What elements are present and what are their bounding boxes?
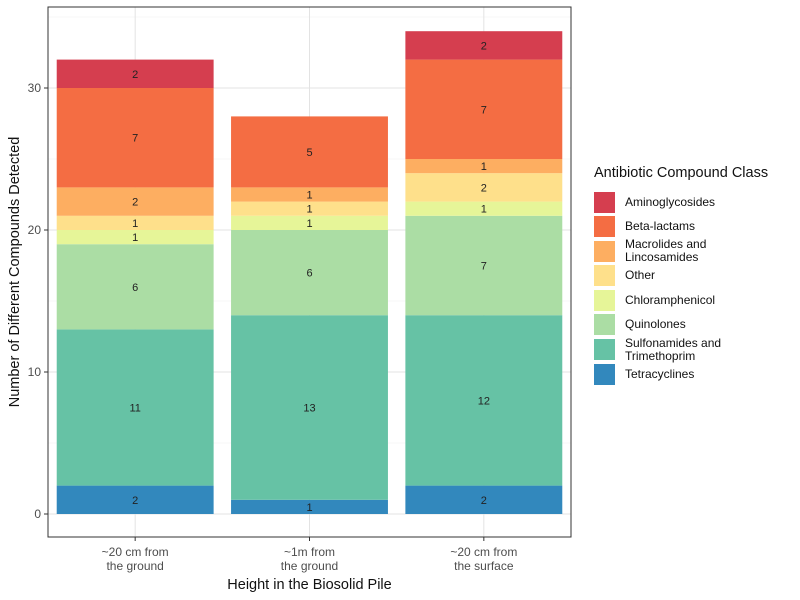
data-label: 12 bbox=[478, 395, 490, 407]
bar-segment bbox=[231, 201, 388, 216]
bar-segment bbox=[231, 215, 388, 230]
data-label: 6 bbox=[306, 268, 312, 280]
data-label: 7 bbox=[481, 261, 487, 273]
y-axis-title: Number of Different Compounds Detected bbox=[7, 137, 23, 408]
legend-swatch bbox=[594, 216, 615, 238]
data-label: 1 bbox=[306, 190, 312, 202]
bar-segment bbox=[405, 315, 563, 486]
bar-segment bbox=[405, 59, 563, 159]
y-tick-label: 20 bbox=[28, 223, 42, 237]
data-label: 2 bbox=[481, 40, 487, 52]
legend-swatch bbox=[594, 339, 615, 361]
legend-title: Antibiotic Compound Class bbox=[594, 165, 769, 181]
y-axis: 0 10 20 30 bbox=[28, 81, 48, 521]
legend-item: Quinolones bbox=[594, 313, 794, 337]
legend-swatch bbox=[594, 191, 615, 213]
x-tick-label: ~20 cm from the surface bbox=[450, 545, 517, 573]
legend-swatch bbox=[594, 265, 615, 287]
legend-label: Other bbox=[625, 268, 656, 283]
y-tick-label: 10 bbox=[28, 365, 42, 379]
legend-label: Beta-lactams bbox=[625, 219, 696, 234]
legend-label: Tetracyclines bbox=[625, 366, 695, 381]
x-tick-label: ~1m from the ground bbox=[281, 545, 338, 573]
bar-segment bbox=[231, 499, 388, 514]
bar-segment bbox=[405, 485, 563, 514]
bar-segment bbox=[56, 329, 214, 486]
bar-segment bbox=[405, 173, 563, 202]
legend-item: Macrolides and Lincosamides bbox=[594, 237, 794, 265]
legend-item: Sulfonamides and Trimethoprim bbox=[594, 335, 794, 363]
legend-item: Aminoglycosides bbox=[594, 190, 794, 214]
bar-segment bbox=[231, 187, 388, 202]
legend-swatch bbox=[594, 240, 615, 262]
data-label: 2 bbox=[132, 197, 138, 209]
bar-segment bbox=[56, 215, 214, 230]
legend-item: Tetracyclines bbox=[594, 362, 794, 386]
data-label: 2 bbox=[481, 495, 487, 507]
y-tick-label: 30 bbox=[28, 81, 42, 95]
bar-segment bbox=[56, 244, 214, 330]
bar-segment bbox=[231, 230, 388, 316]
data-label: 7 bbox=[481, 104, 487, 116]
data-label: 1 bbox=[306, 218, 312, 230]
y-tick-label: 0 bbox=[34, 507, 41, 521]
bar-segment bbox=[231, 116, 388, 188]
bar-segment bbox=[56, 187, 214, 216]
legend-swatch bbox=[594, 314, 615, 336]
data-label: 13 bbox=[303, 403, 315, 415]
legend-label: Macrolides and Lincosamides bbox=[625, 237, 707, 265]
x-axis-title: Height in the Biosolid Pile bbox=[227, 577, 391, 593]
data-label: 1 bbox=[481, 204, 487, 216]
bar-segment bbox=[405, 31, 563, 60]
bar-segment bbox=[231, 315, 388, 500]
legend-label: Chloramphenicol bbox=[625, 292, 716, 307]
bar-segment bbox=[405, 159, 563, 174]
data-label: 1 bbox=[132, 232, 138, 244]
legend-items: Aminoglycosides Beta-lactams Macrolides an… bbox=[594, 190, 794, 386]
legend-label: Sulfonamides and Trimethoprim bbox=[625, 335, 722, 363]
data-label: 7 bbox=[132, 133, 138, 145]
legend-swatch bbox=[594, 289, 615, 311]
legend-label: Aminoglycosides bbox=[625, 194, 716, 209]
legend: Antibiotic Compound Class Aminoglycoside… bbox=[594, 165, 794, 387]
data-label: 2 bbox=[132, 495, 138, 507]
bar-segment bbox=[56, 230, 214, 245]
legend-item: Chloramphenicol bbox=[594, 288, 794, 312]
legend-label: Quinolones bbox=[625, 317, 686, 332]
data-label: 2 bbox=[481, 182, 487, 194]
data-label: 1 bbox=[132, 218, 138, 230]
legend-item: Beta-lactams bbox=[594, 215, 794, 239]
bar-segment bbox=[56, 485, 214, 514]
bar-segment bbox=[405, 201, 563, 216]
data-label: 2 bbox=[132, 69, 138, 81]
x-tick-label: ~20 cm from the ground bbox=[102, 545, 169, 573]
data-label: 1 bbox=[481, 161, 487, 173]
legend-swatch bbox=[594, 363, 615, 385]
data-label: 1 bbox=[306, 502, 312, 514]
data-label: 11 bbox=[129, 403, 140, 415]
data-label: 6 bbox=[132, 282, 138, 294]
bar-segment bbox=[56, 88, 214, 188]
legend-item: Other bbox=[594, 264, 794, 288]
bar-segment bbox=[56, 59, 214, 88]
bars bbox=[56, 31, 563, 514]
x-axis: ~20 cm from the ground ~1m from the ground ~… bbox=[102, 537, 517, 573]
data-label: 5 bbox=[306, 147, 312, 159]
data-label: 1 bbox=[306, 204, 312, 216]
bar-segment bbox=[405, 215, 563, 316]
